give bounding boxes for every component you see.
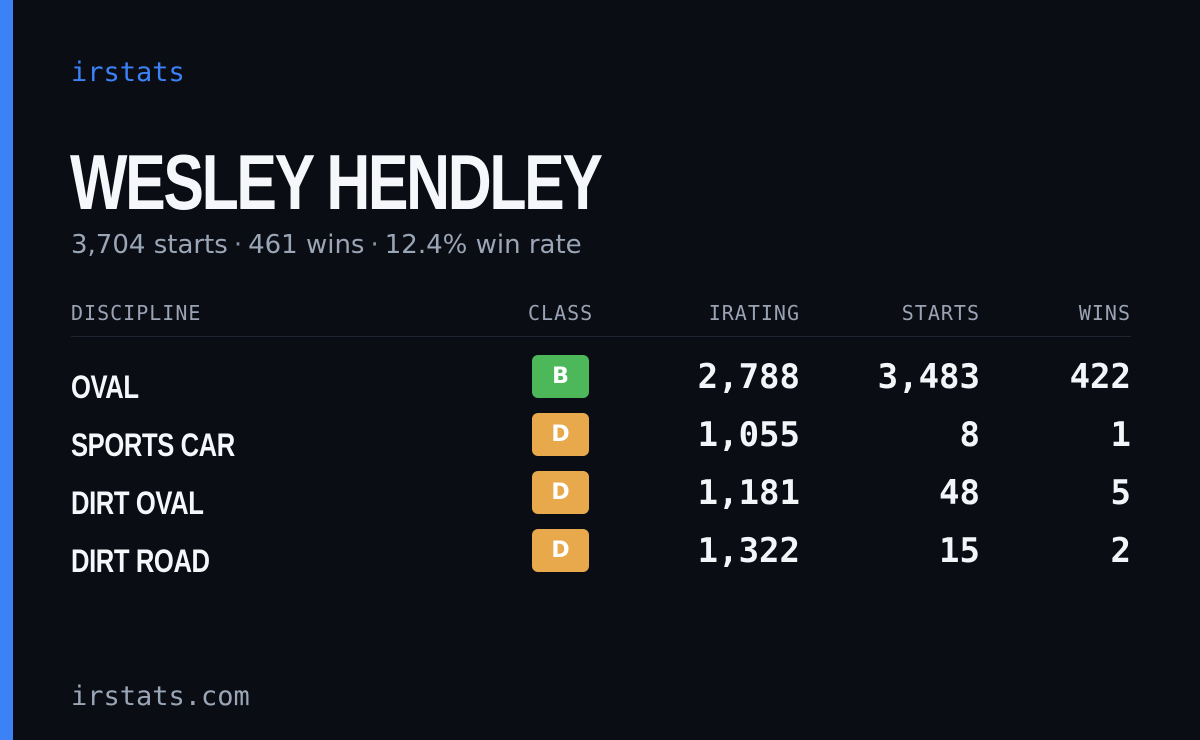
wins-summary: 461 wins [248, 230, 365, 260]
header-starts: STARTS [901, 301, 980, 325]
wins-value: 422 [1069, 357, 1131, 397]
table-body: OVAL B 2,788 3,483 422 SPORTS CAR D 1,05… [71, 353, 1131, 585]
discipline-name: OVAL [71, 369, 139, 405]
starts-summary: 3,704 starts [71, 230, 228, 260]
summary-separator: · [370, 230, 379, 260]
header-irating: IRATING [708, 301, 800, 325]
wins-value: 1 [1110, 415, 1131, 455]
wins-value: 2 [1110, 531, 1131, 571]
summary-separator: · [233, 230, 243, 260]
starts-value: 15 [939, 531, 980, 571]
table-row: SPORTS CAR D 1,055 8 1 [71, 411, 1131, 469]
header-wins: WINS [1078, 301, 1131, 325]
win-rate-summary: 12.4% win rate [384, 230, 582, 260]
irating-value: 1,055 [697, 415, 800, 455]
footer-url: irstats.com [71, 681, 250, 712]
brand-logo-text: irstats [71, 57, 185, 88]
table-row: DIRT ROAD D 1,322 15 2 [71, 527, 1131, 585]
discipline-name: DIRT ROAD [71, 543, 210, 579]
class-badge: B [532, 355, 589, 398]
header-class: CLASS [528, 301, 594, 325]
discipline-name: DIRT OVAL [71, 485, 204, 521]
header-discipline: DISCIPLINE [71, 301, 202, 325]
starts-value: 48 [939, 473, 980, 513]
accent-bar [0, 0, 13, 740]
irating-value: 2,788 [697, 357, 800, 397]
discipline-name: SPORTS CAR [71, 427, 235, 463]
irating-value: 1,322 [697, 531, 800, 571]
irating-value: 1,181 [697, 473, 800, 513]
class-badge: D [532, 529, 589, 572]
driver-summary: 3,704 starts · 461 wins · 12.4% win rate [71, 228, 582, 262]
driver-name: WESLEY HENDLEY [70, 138, 603, 226]
starts-value: 8 [959, 415, 980, 455]
discipline-stats-table: DISCIPLINE CLASS IRATING STARTS WINS OVA… [71, 296, 1131, 585]
table-header: DISCIPLINE CLASS IRATING STARTS WINS [71, 296, 1131, 337]
class-badge: D [532, 471, 589, 514]
table-row: OVAL B 2,788 3,483 422 [71, 353, 1131, 411]
starts-value: 3,483 [877, 357, 980, 397]
wins-value: 5 [1110, 473, 1131, 513]
class-badge: D [532, 413, 589, 456]
table-row: DIRT OVAL D 1,181 48 5 [71, 469, 1131, 527]
